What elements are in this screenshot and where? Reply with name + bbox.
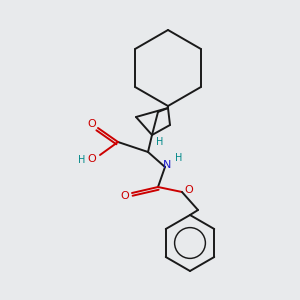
- Text: N: N: [163, 160, 171, 170]
- Text: O: O: [88, 154, 96, 164]
- Text: H: H: [175, 153, 183, 163]
- Text: H: H: [156, 137, 164, 147]
- Text: O: O: [184, 185, 194, 195]
- Text: H: H: [78, 155, 86, 165]
- Text: O: O: [121, 191, 129, 201]
- Text: O: O: [88, 119, 96, 129]
